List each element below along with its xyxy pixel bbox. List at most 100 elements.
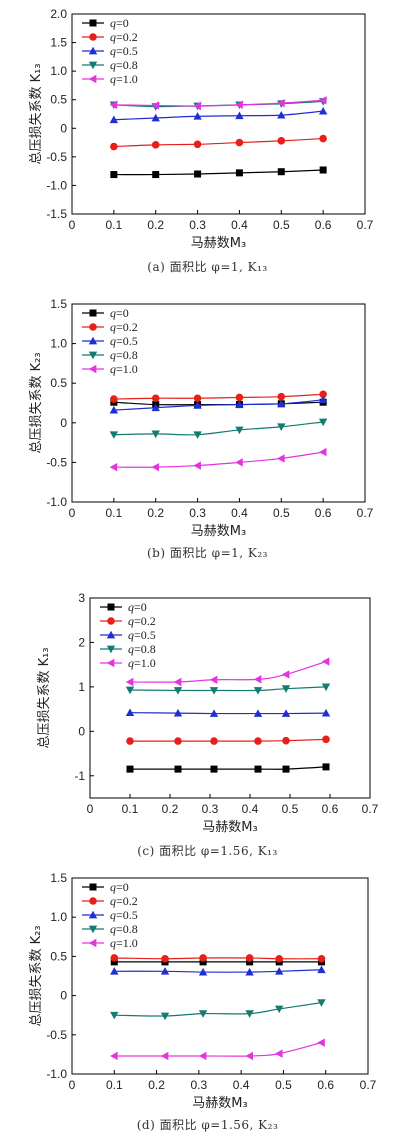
data-point (318, 106, 328, 115)
x-tick-label: 0.4 (231, 218, 248, 232)
legend-marker (88, 74, 97, 84)
data-point (193, 112, 202, 120)
series-line (113, 451, 324, 468)
plot-frame (71, 13, 366, 215)
chart-b-plot: 0 0.1 0.2 0.3 0.4 0.5 0.6 0.7 -1.0 -0.5 0 0.5 1.0 1.5… (29, 297, 374, 539)
data-point (275, 1049, 283, 1058)
legend-label: q=0.5 (128, 628, 156, 642)
legend-label: q=0.2 (110, 894, 138, 908)
legend-marker (89, 323, 97, 331)
data-point (161, 954, 169, 963)
data-point (281, 670, 290, 679)
legend-marker (88, 910, 98, 919)
data-point (322, 763, 330, 771)
data-point (125, 686, 135, 695)
data-point (317, 965, 326, 974)
data-point (173, 677, 182, 687)
data-point (277, 168, 285, 176)
legend-label: q=0.8 (110, 348, 138, 362)
y-tick-label: 3 (78, 591, 85, 605)
legend-marker (89, 883, 97, 891)
data-point (193, 401, 202, 409)
legend-marker (88, 925, 98, 934)
x-tick-label: 0.2 (147, 218, 164, 232)
series-line (113, 399, 324, 411)
y-tick-label: 0 (78, 724, 85, 738)
chart-panel-d: 0 0.1 0.2 0.3 0.4 0.5 0.6 0.7 -1.0 -0.5 0 0.5 1.0 1.5… (0, 868, 415, 1140)
legend-label: q=0.8 (110, 58, 138, 72)
legend-marker (106, 630, 116, 639)
x-tick-label: 0.1 (106, 506, 123, 520)
y-axis-label: 总压损失系数 K₂₃ (29, 925, 44, 1026)
data-point (151, 403, 160, 412)
series-line (113, 393, 324, 400)
data-point (321, 657, 330, 666)
data-point (193, 461, 201, 470)
legend-marker (106, 645, 116, 654)
x-tick-label: 0.2 (148, 1078, 165, 1092)
data-point (109, 405, 119, 414)
data-point (110, 954, 119, 962)
y-tick-label: 1.0 (50, 64, 67, 78)
series-line (129, 660, 327, 683)
series-line (114, 1002, 322, 1017)
data-point (174, 765, 182, 773)
data-point (321, 708, 331, 717)
data-point (110, 967, 119, 975)
data-point (245, 967, 254, 976)
y-axis-label: 总压损失系数 K₁₃ (37, 647, 52, 748)
data-point (110, 1011, 119, 1020)
data-point (275, 954, 284, 963)
x-tick-label: 0 (69, 218, 76, 232)
data-point (110, 395, 118, 403)
y-tick-label: 2 (78, 635, 85, 649)
x-axis-label: 马赫数M₃ (191, 524, 246, 539)
data-point (318, 96, 327, 105)
legend-label: q=0 (110, 880, 129, 894)
data-point (174, 737, 182, 745)
data-point (125, 708, 135, 717)
y-tick-label: 1.5 (50, 871, 67, 885)
legend-label: q=1.0 (110, 936, 138, 950)
x-tick-label: 0.1 (106, 218, 123, 232)
legend-label: q=0 (128, 600, 147, 614)
x-tick-label: 0.5 (275, 1078, 292, 1092)
x-tick-label: 0 (69, 1078, 76, 1092)
plot-frame (71, 877, 369, 1075)
y-tick-label: -1.0 (46, 1067, 67, 1081)
x-tick-label: 0.2 (162, 802, 179, 816)
y-tick-label: 0 (60, 121, 67, 135)
series-line (114, 957, 322, 960)
data-point (210, 765, 218, 773)
data-point (125, 677, 134, 687)
y-tick-label: 0.5 (50, 376, 67, 390)
data-point (151, 462, 160, 472)
y-tick-label: 1 (78, 680, 85, 694)
data-point (110, 142, 118, 151)
series-line (113, 137, 324, 148)
data-point (209, 687, 219, 695)
x-tick-label: 0.2 (147, 506, 164, 520)
data-point (199, 954, 207, 962)
data-point (151, 101, 160, 110)
data-point (317, 999, 326, 1007)
series-line (113, 110, 324, 121)
data-point (173, 708, 183, 717)
data-point (151, 113, 160, 122)
y-tick-label: -0.5 (46, 1028, 67, 1042)
data-point (277, 392, 286, 401)
y-tick-label: 1.5 (50, 36, 67, 50)
y-tick-label: -0.5 (46, 455, 67, 469)
data-point (281, 685, 291, 693)
data-point (109, 462, 118, 472)
chart-panel-b: 0 0.1 0.2 0.3 0.4 0.5 0.6 0.7 -1.0 -0.5 0 0.5 1.0 1.5… (0, 292, 415, 572)
data-point (317, 1038, 325, 1047)
x-tick-label: 0.4 (242, 802, 259, 816)
legend-marker (88, 938, 97, 948)
data-point (199, 958, 207, 966)
data-point (235, 169, 243, 177)
data-point (110, 1051, 118, 1061)
legend-label: q=0.5 (110, 44, 138, 58)
legend-label: q=0 (110, 306, 129, 320)
data-point (318, 418, 328, 427)
